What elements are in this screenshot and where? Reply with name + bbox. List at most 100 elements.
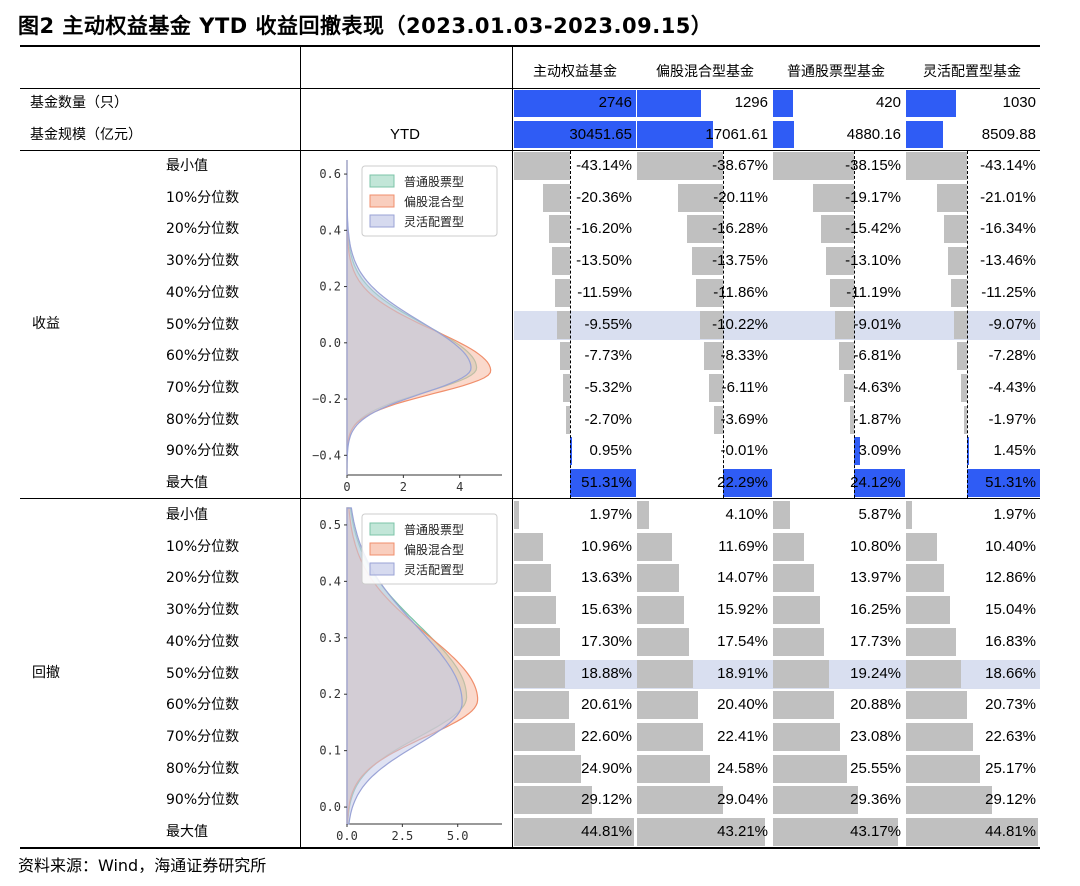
return-value: -6.81% — [853, 347, 901, 365]
drawdown-chart-y-tick-label: 0.0 — [319, 800, 341, 814]
return-chart-y-tick-label: −0.4 — [312, 448, 341, 462]
drawdown-row-label: 20%分位数 — [166, 570, 240, 587]
return-row-label: 10%分位数 — [166, 189, 240, 206]
return-value: -13.50% — [576, 252, 632, 270]
drawdown-value: 29.36% — [850, 791, 901, 809]
return-value: -43.14% — [980, 157, 1036, 174]
return-value: -11.59% — [577, 283, 632, 301]
return-bar-negative — [844, 373, 854, 402]
return-bar-negative — [557, 310, 570, 339]
drawdown-bar — [637, 722, 704, 751]
top-rule — [20, 45, 1040, 47]
return-value: -10.22% — [712, 315, 768, 333]
drawdown-value: 16.83% — [985, 632, 1036, 650]
drawdown-chart-y-tick-label: 0.4 — [319, 574, 341, 588]
drawdown-bar — [773, 818, 899, 846]
drawdown-value: 23.08% — [850, 727, 901, 745]
return-bar-negative — [948, 247, 968, 276]
drawdown-chart-legend-label: 普通股票型 — [404, 523, 464, 537]
drawdown-bar — [906, 754, 981, 783]
return-value: -6.11% — [721, 378, 768, 396]
drawdown-bar — [637, 786, 724, 815]
returns-top-rule — [20, 150, 1040, 151]
return-bar-negative — [944, 215, 968, 244]
drawdown-value: 20.88% — [850, 696, 901, 714]
return-bar-negative — [826, 247, 854, 276]
drawdown-value: 10.80% — [850, 537, 901, 555]
header-rule — [20, 88, 1040, 89]
return-bar-negative — [559, 342, 570, 371]
return-value: -11.25% — [981, 283, 1036, 301]
drawdown-row-label: 80%分位数 — [166, 760, 240, 777]
return-chart-density-2 — [346, 160, 472, 475]
fund-count-bar — [637, 90, 701, 117]
return-value: -20.11% — [713, 188, 768, 206]
return-value: -13.10% — [845, 252, 901, 270]
drawdown-value: 10.96% — [581, 537, 632, 555]
drawdown-bar — [773, 691, 834, 720]
drawdown-bar — [906, 564, 944, 593]
col-header-flexible: 灵活配置型基金 — [923, 64, 1021, 80]
return-bar-negative — [839, 342, 854, 371]
drawdown-value: 17.54% — [717, 632, 768, 650]
return-bar-negative — [554, 278, 570, 307]
return-bar-positive — [722, 469, 772, 497]
return-zero-axis — [967, 151, 969, 498]
return-value: 22.29% — [717, 474, 768, 491]
return-chart-x-tick-label: 0 — [343, 480, 350, 494]
fund-size-value: 17061.61 — [705, 126, 768, 143]
drawdown-bar — [906, 659, 961, 688]
return-value: -2.70% — [584, 410, 632, 428]
return-bar-positive — [967, 437, 970, 466]
drawdown-bar — [514, 532, 544, 561]
return-zero-axis — [853, 151, 855, 498]
return-bar-negative — [696, 278, 723, 307]
drawdown-bar — [637, 818, 766, 846]
return-bar-positive — [853, 437, 861, 466]
fund-count-bar — [514, 90, 636, 117]
return-value: 0.95% — [589, 442, 632, 460]
return-row-label: 30%分位数 — [166, 253, 240, 270]
return-chart-legend-box — [361, 165, 498, 237]
return-bar-negative — [951, 278, 968, 307]
fund-count-value: 420 — [875, 94, 901, 111]
return-zero-axis — [722, 151, 724, 498]
drawdown-bar — [906, 786, 992, 815]
drawdown-value: 24.90% — [581, 759, 632, 777]
fund-size-bar — [514, 121, 636, 148]
return-bar-positive — [569, 437, 572, 466]
return-bar-negative — [678, 183, 723, 212]
return-value: -16.20% — [576, 220, 632, 238]
drawdown-row-label: 40%分位数 — [166, 633, 240, 650]
return-value: -9.01% — [853, 315, 901, 333]
drawdown-bar — [514, 754, 581, 783]
drawdown-bar — [637, 691, 698, 720]
drawdown-value: 22.60% — [581, 727, 632, 745]
return-bar-negative — [514, 152, 570, 180]
drawdown-value: 18.66% — [985, 664, 1036, 682]
section-drawdown-label: 回撤 — [32, 665, 60, 681]
return-bar-negative — [960, 373, 968, 402]
return-value: -11.19% — [846, 283, 901, 301]
drawdown-chart-legend-swatch — [369, 542, 395, 556]
fund-size-bar — [906, 121, 943, 148]
drawdown-bar — [906, 691, 968, 720]
drawdown-value: 25.17% — [985, 759, 1036, 777]
return-bar-negative — [700, 310, 723, 339]
return-row-label: 60%分位数 — [166, 348, 240, 365]
col-divider-chart — [300, 46, 301, 848]
return-value: -19.17% — [845, 188, 901, 206]
drawdown-bar — [514, 501, 520, 529]
drawdown-row-label: 最大值 — [166, 824, 208, 840]
return-chart-legend-swatch — [369, 214, 395, 228]
return-chart-legend-label: 偏股混合型 — [404, 194, 464, 209]
drawdown-row-label: 90%分位数 — [166, 792, 240, 809]
drawdown-bar — [514, 564, 551, 593]
drawdown-value: 13.97% — [850, 569, 901, 587]
return-bar-negative — [552, 247, 570, 276]
fund-count-bar — [773, 90, 793, 117]
drawdown-row-label: 10%分位数 — [166, 538, 240, 555]
return-bar-negative — [709, 373, 723, 402]
return-row-label: 20%分位数 — [166, 221, 240, 238]
drawdowns-top-rule — [20, 498, 1040, 499]
